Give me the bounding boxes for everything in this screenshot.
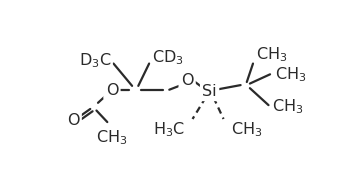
Text: $\mathregular{CH_3}$: $\mathregular{CH_3}$ <box>231 120 263 139</box>
Text: O: O <box>67 113 79 128</box>
Text: $\mathregular{CH_3}$: $\mathregular{CH_3}$ <box>96 128 128 147</box>
Text: $\mathregular{H_3C}$: $\mathregular{H_3C}$ <box>153 120 185 139</box>
Text: $\mathregular{CD_3}$: $\mathregular{CD_3}$ <box>152 48 184 67</box>
Text: $\mathregular{CH_3}$: $\mathregular{CH_3}$ <box>272 97 303 116</box>
Text: $\mathregular{CH_3}$: $\mathregular{CH_3}$ <box>256 45 288 64</box>
Text: $\mathregular{CH_3}$: $\mathregular{CH_3}$ <box>275 65 306 84</box>
Text: O: O <box>106 83 118 98</box>
Text: $\mathregular{D_3C}$: $\mathregular{D_3C}$ <box>79 51 111 70</box>
Text: Si: Si <box>202 84 217 99</box>
Text: O: O <box>181 73 193 88</box>
